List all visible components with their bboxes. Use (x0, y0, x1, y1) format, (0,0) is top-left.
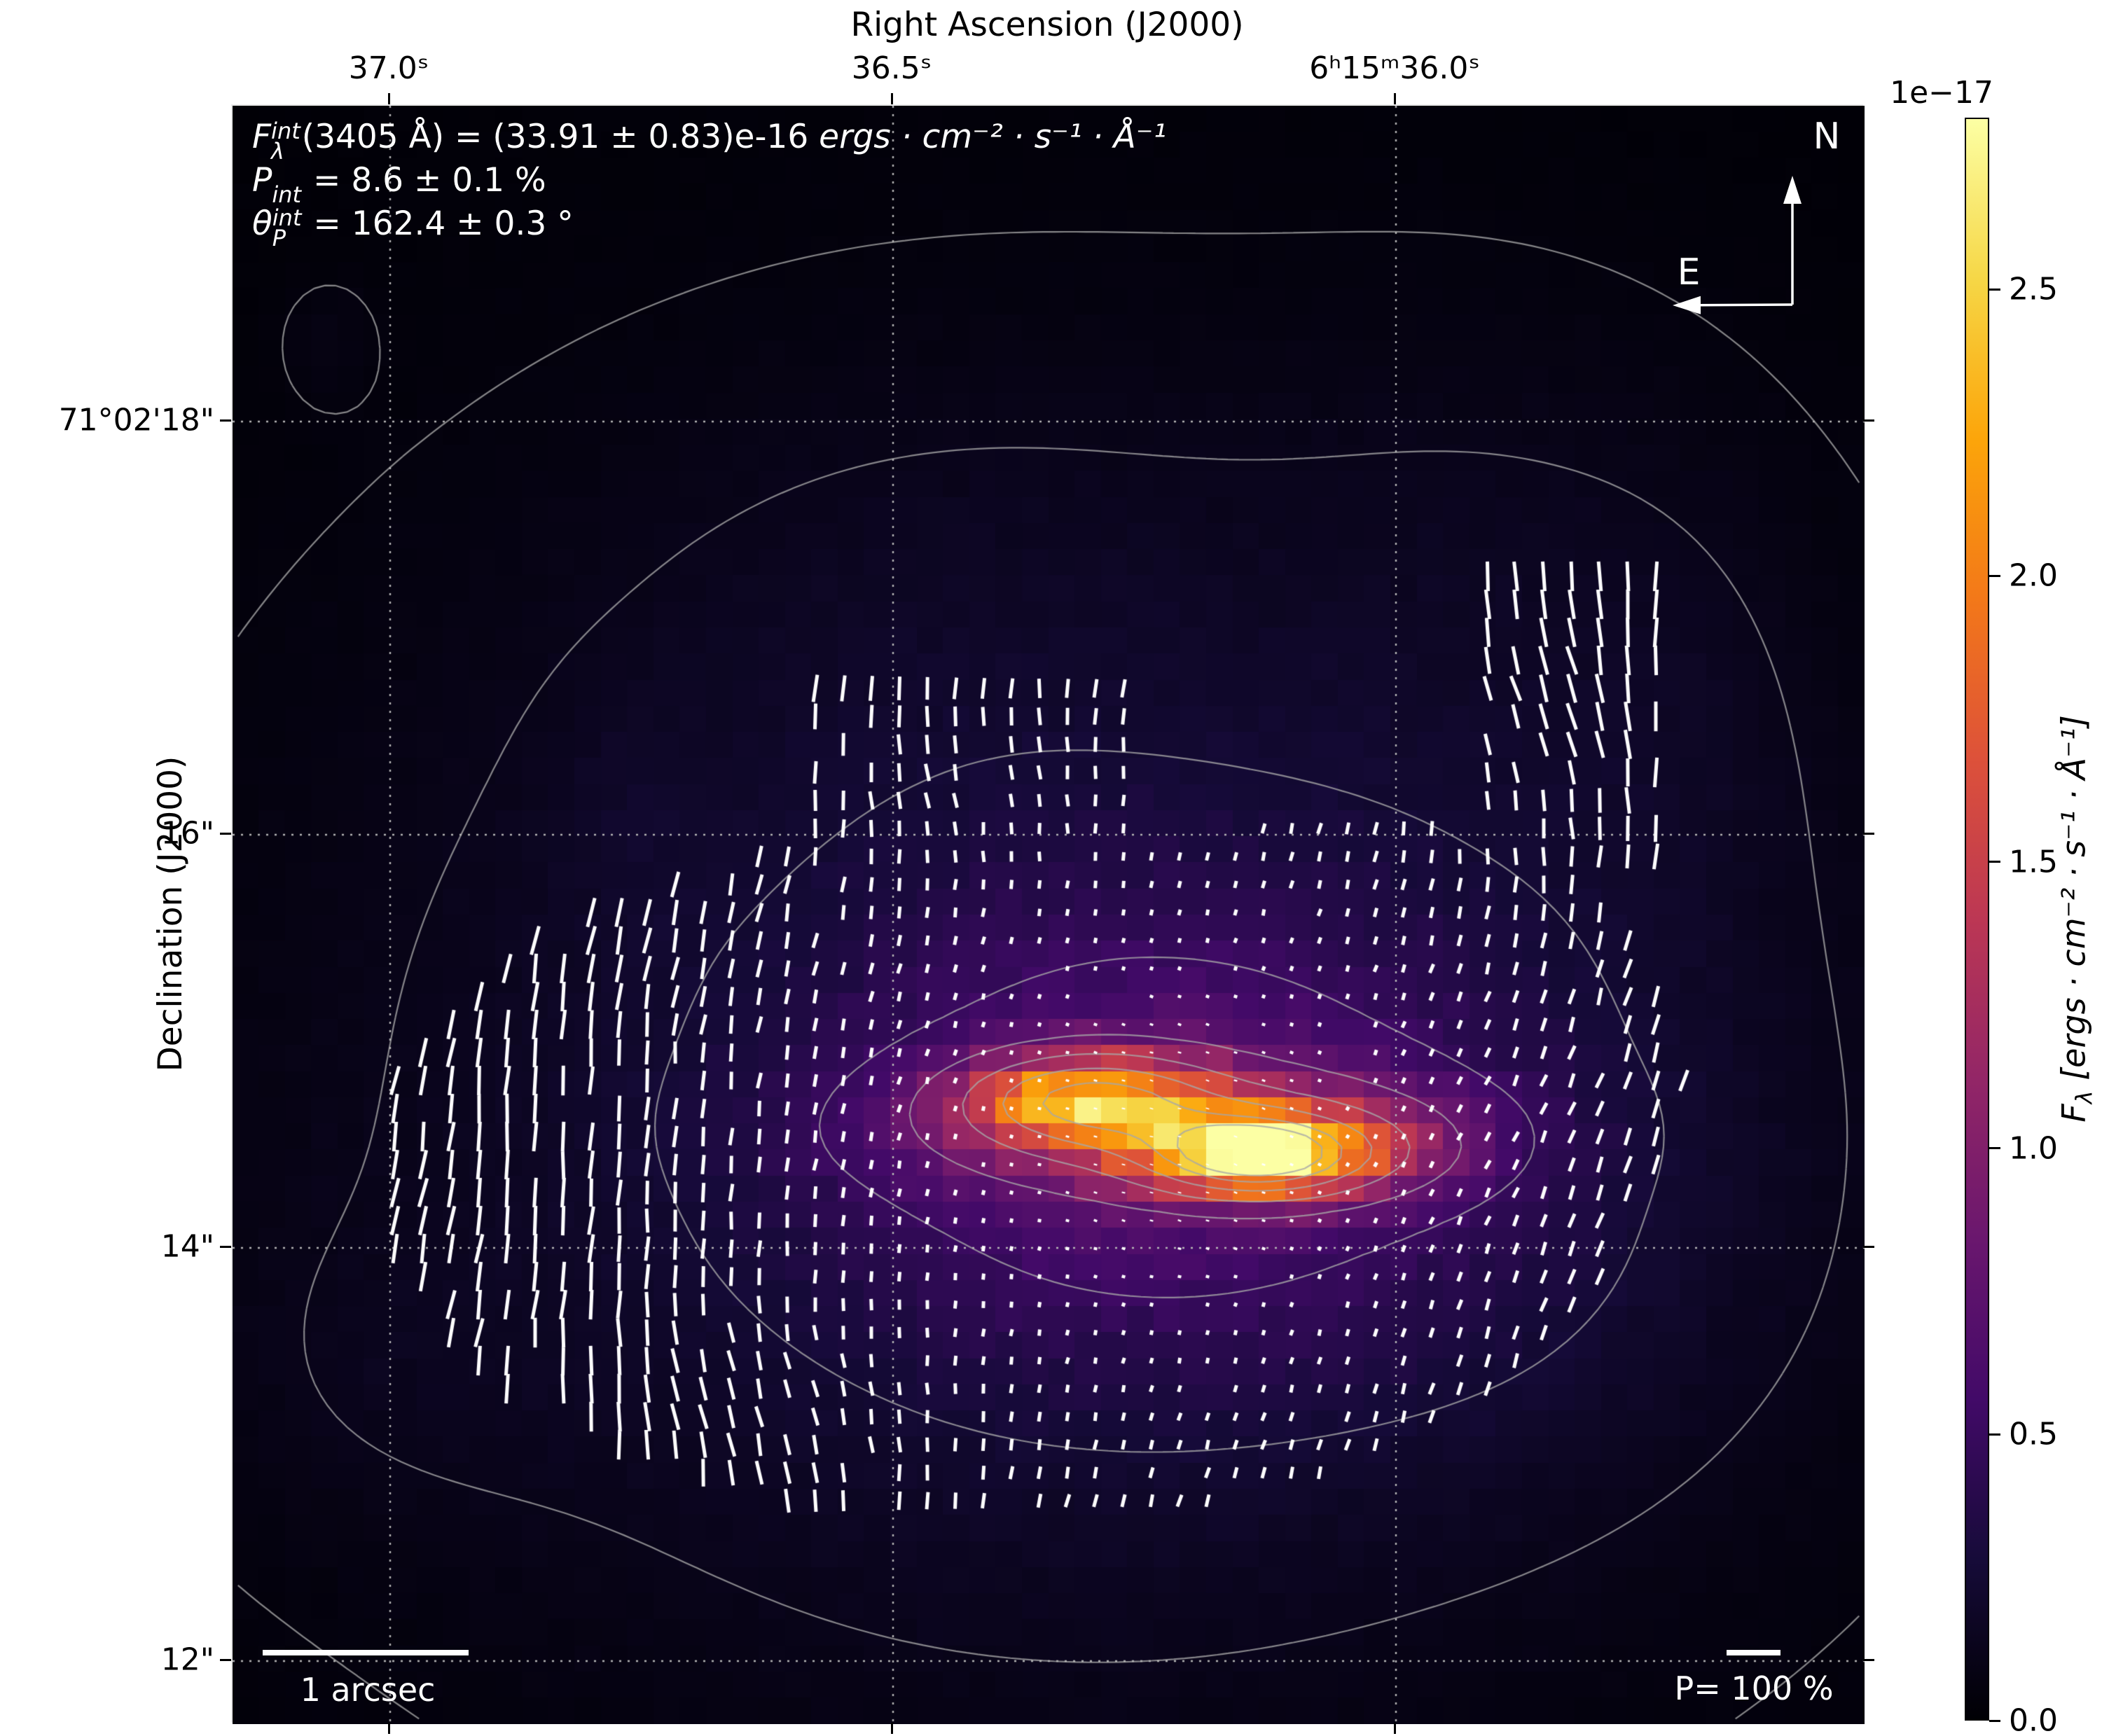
cb-flux-subscript: λ (2070, 1090, 2098, 1104)
y-tick-mark (1863, 1658, 1874, 1661)
flux-value: (3405 Å) = (33.91 ± 0.83)e-16 (301, 118, 820, 156)
sky-map-canvas (233, 106, 1865, 1724)
compass-east-label: E (1677, 251, 1701, 293)
y-tick-mark (1863, 832, 1874, 835)
theta-subscript: P (272, 225, 286, 252)
colorbar-tick-mark (1989, 1147, 2000, 1149)
x-tick-mark (1393, 93, 1396, 104)
x-tick-mark (890, 93, 893, 104)
flux-superscript: int (271, 117, 300, 144)
colorbar (1965, 118, 1989, 1721)
y-tick-label: 71°02'18" (58, 402, 214, 438)
compass-north-label: N (1813, 116, 1841, 158)
y-tick-mark (220, 1245, 231, 1248)
polarization-reference-bar (1727, 1650, 1780, 1655)
colorbar-tick-label: 2.0 (2009, 557, 2058, 594)
x-tick-label: 36.5ˢ (851, 50, 932, 86)
theta-value: = 162.4 ± 0.3 ° (303, 204, 574, 243)
pol-superscript: int (272, 181, 302, 209)
colorbar-tick-mark (1989, 1719, 2000, 1722)
pol-symbol: P (252, 161, 272, 200)
colorbar-tick-label: 2.5 (2009, 271, 2058, 307)
flux-units: ergs · cm⁻² · s⁻¹ · Å⁻¹ (819, 118, 1167, 156)
theta-superscript: int (272, 204, 302, 231)
colorbar-tick-mark (1989, 1433, 2000, 1436)
x-tick-mark (387, 93, 390, 104)
flux-subscript: λ (271, 138, 284, 165)
x-tick-label: 37.0ˢ (348, 50, 429, 86)
p-ref-value: = 100 % (1694, 1669, 1834, 1707)
x-tick-label: 6ʰ15ᵐ36.0ˢ (1309, 50, 1480, 86)
p-ref-symbol: P (1674, 1669, 1694, 1707)
colorbar-tick-label: 1.5 (2009, 844, 2058, 880)
cb-flux-units: [ergs · cm⁻² · s⁻¹ · Å⁻¹] (2054, 715, 2093, 1091)
colorbar-offset-label: 1e−17 (1890, 75, 1993, 111)
colorbar-tick-mark (1989, 288, 2000, 291)
y-tick-mark (220, 1658, 231, 1661)
cb-flux-symbol: F (2054, 1104, 2093, 1123)
colorbar-axis-label: Fλ [ergs · cm⁻² · s⁻¹ · Å⁻¹] (2054, 715, 2097, 1123)
polarization-reference-label: P= 100 % (1674, 1669, 1833, 1707)
scale-bar (263, 1650, 469, 1655)
colorbar-tick-label: 1.0 (2009, 1130, 2058, 1166)
flux-symbol: F (252, 118, 272, 156)
colorbar-tick-label: 0.0 (2009, 1702, 2058, 1736)
x-tick-mark (890, 1723, 893, 1734)
colorbar-tick-mark (1989, 861, 2000, 863)
x-axis-title: Right Ascension (J2000) (850, 6, 1244, 44)
y-tick-mark (1863, 1245, 1874, 1248)
y-tick-mark (1863, 419, 1874, 422)
colorbar-tick-label: 0.5 (2009, 1416, 2058, 1452)
annotation-polarization-angle: θ int P = 162.4 ± 0.3 ° (252, 204, 574, 252)
x-tick-mark (1393, 1723, 1396, 1734)
colorbar-tick-mark (1989, 574, 2000, 577)
y-axis-title: Declination (J2000) (151, 756, 190, 1071)
y-tick-label: 14" (160, 1228, 214, 1265)
y-tick-mark (220, 419, 231, 422)
theta-symbol: θ (252, 204, 272, 243)
scale-bar-label: 1 arcsec (300, 1671, 436, 1709)
x-tick-mark (387, 1723, 390, 1734)
y-tick-label: 12" (160, 1641, 214, 1678)
y-tick-mark (220, 832, 231, 835)
pol-value: = 8.6 ± 0.1 % (303, 161, 546, 200)
y-tick-label: 16" (160, 815, 214, 852)
